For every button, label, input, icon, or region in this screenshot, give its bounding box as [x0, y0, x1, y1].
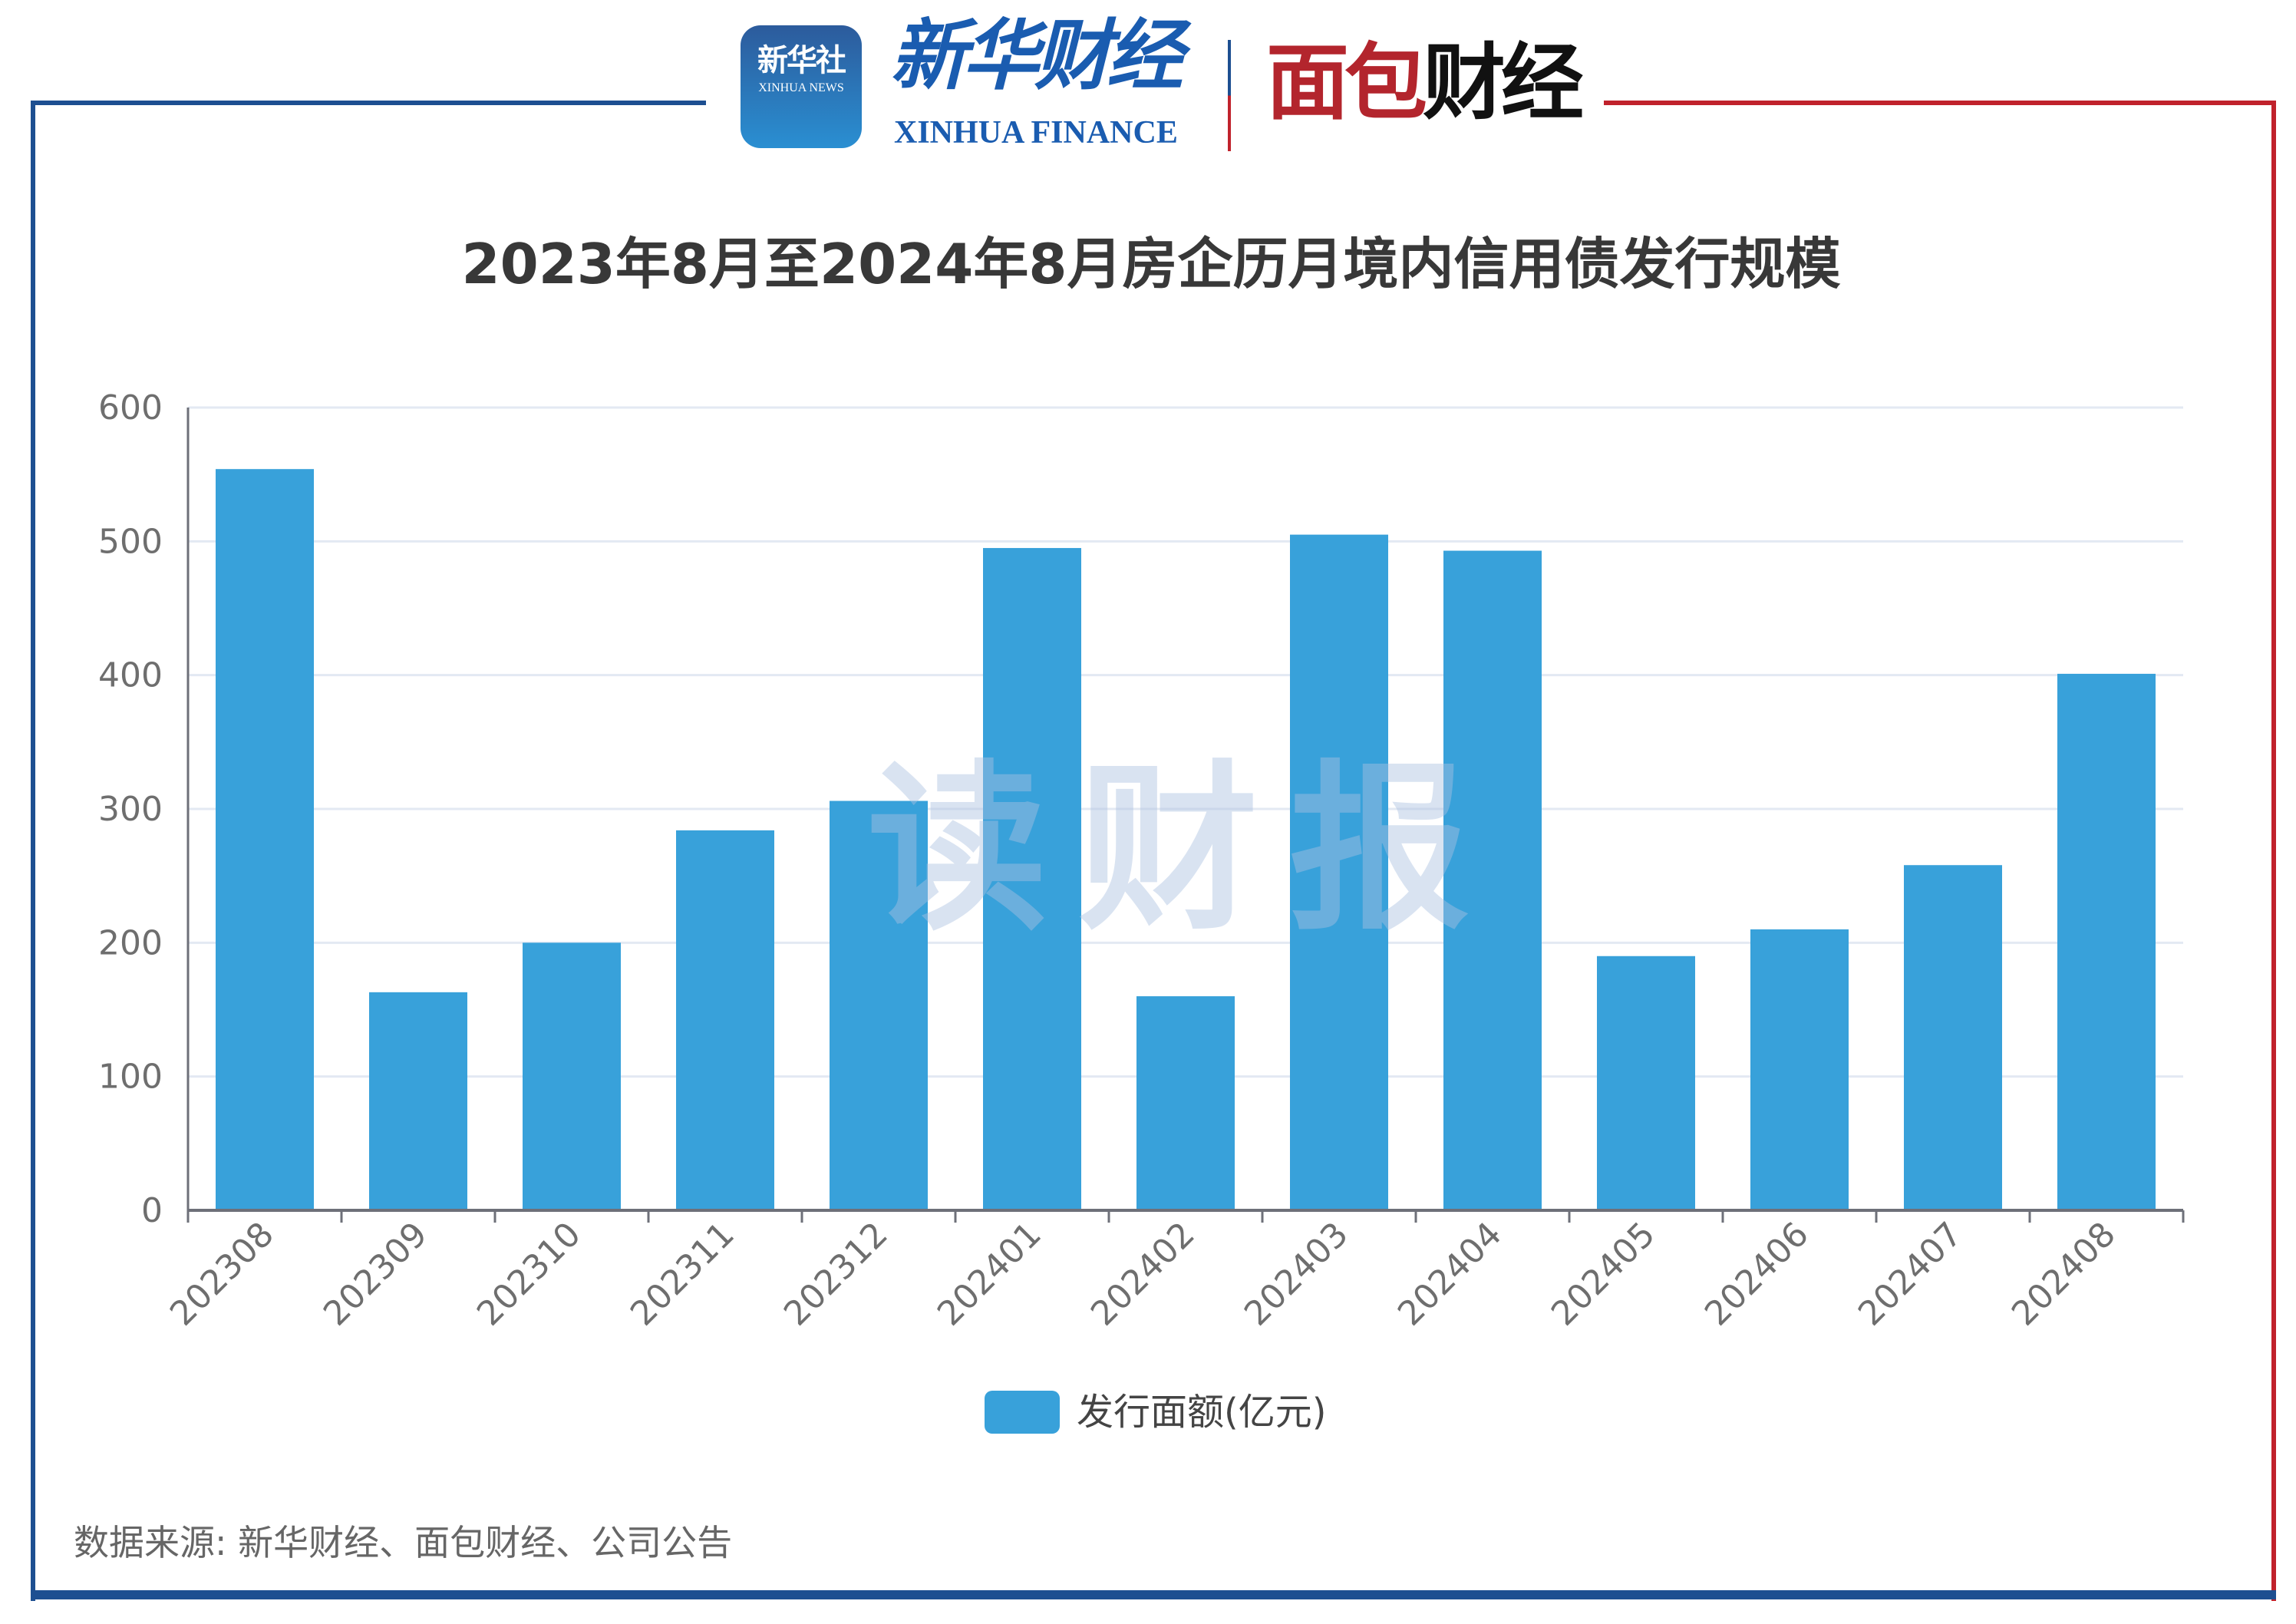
x-tick-label: 202311	[623, 1215, 742, 1334]
xinhua-news-logo: 新华社 XINHUA NEWS	[741, 25, 862, 148]
grid-lines	[188, 406, 2183, 1078]
bar-202308	[216, 469, 314, 1210]
x-tick-label: 202308	[163, 1215, 282, 1334]
xinhua-news-logo-cn: 新华社	[757, 43, 846, 78]
frame-border-left	[31, 101, 35, 1601]
mianbao-logo-red: 面包	[1266, 35, 1427, 131]
axes	[186, 408, 2185, 1223]
legend[interactable]: 发行面额(亿元)	[985, 1391, 1326, 1434]
y-tick-label: 100	[98, 1058, 163, 1097]
x-tick-label: 202405	[1544, 1215, 1663, 1334]
frame-border-bottom	[31, 1590, 2276, 1599]
watermark: 读财报	[867, 745, 1500, 955]
x-tick-label: 202312	[777, 1215, 896, 1334]
bar-202310	[523, 942, 621, 1210]
y-tick-label: 200	[98, 923, 163, 962]
x-tick-labels: 202308 202309 202310 202311 202312 202401 2024…	[163, 1215, 2123, 1334]
bar-202312	[830, 800, 928, 1210]
y-tick-label: 500	[98, 522, 163, 561]
bar-202401	[983, 548, 1081, 1210]
x-tick-label: 202406	[1697, 1215, 1816, 1334]
x-tick-label: 202401	[930, 1215, 1049, 1334]
bar-202408	[2057, 673, 2156, 1210]
bar-202403	[1290, 534, 1388, 1210]
chart-title: 2023年8月至2024年8月房企历月境内信用债发行规模	[461, 232, 1841, 296]
y-tick-labels: 0 100 200 300 400 500 600	[98, 388, 163, 1230]
frame-border-top-blue	[31, 101, 706, 105]
x-tick-label: 202404	[1390, 1215, 1509, 1334]
xinhua-news-logo-en: XINHUA NEWS	[758, 81, 844, 94]
bar-202405	[1597, 956, 1695, 1210]
frame-border-top-red	[1604, 101, 2276, 105]
xinhua-finance-logo-cn: 新华财经	[890, 10, 1183, 101]
y-tick-label: 300	[98, 790, 163, 829]
x-tick-label: 202309	[316, 1215, 435, 1334]
logo-divider	[1228, 40, 1231, 151]
bar-202407	[1904, 865, 2002, 1210]
bar-202311	[676, 830, 774, 1210]
mianbao-logo-black: 财经	[1423, 35, 1584, 131]
legend-swatch	[985, 1391, 1060, 1434]
bars	[216, 469, 2156, 1210]
frame-border-right	[2271, 101, 2276, 1601]
bar-202402	[1136, 996, 1235, 1210]
x-tick-label: 202402	[1084, 1215, 1202, 1334]
x-tick-label: 202310	[470, 1215, 589, 1334]
bar-202309	[369, 992, 467, 1210]
y-tick-label: 0	[141, 1191, 163, 1230]
y-tick-label: 600	[98, 388, 163, 427]
bar-202406	[1750, 929, 1849, 1210]
x-tick-label: 202403	[1237, 1215, 1356, 1334]
y-tick-label: 400	[98, 656, 163, 695]
bar-202404	[1443, 550, 1542, 1210]
legend-label: 发行面额(亿元)	[1077, 1390, 1327, 1434]
mianbao-finance-logo: 面包财经	[1266, 42, 1584, 125]
x-tick-label: 202408	[2004, 1215, 2123, 1334]
x-tick-label: 202407	[1851, 1215, 1970, 1334]
xinhua-finance-logo-en: XINHUA FINANCE	[894, 115, 1178, 150]
source-note: 数据来源: 新华财经、面包财经、公司公告	[74, 1522, 733, 1563]
